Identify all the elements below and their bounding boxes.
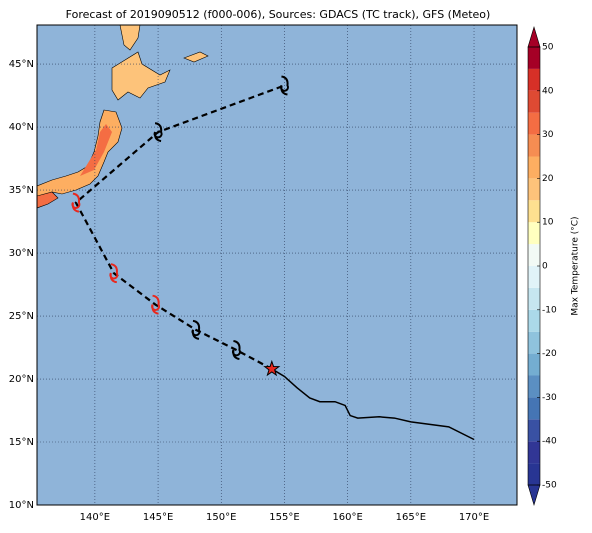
storm-symbol — [151, 294, 161, 315]
colorbar-tick-label: -30 — [542, 393, 557, 403]
y-tick-label: 20°N — [9, 374, 34, 385]
storm-symbol — [109, 263, 119, 284]
x-tick-label: 140°E — [80, 512, 110, 523]
colorbar-band — [528, 397, 540, 420]
colorbar-band — [528, 222, 540, 245]
colorbar-tick-label: 20 — [542, 174, 554, 184]
y-tick-label: 45°N — [9, 59, 34, 70]
colorbar-tick-label: 10 — [542, 218, 554, 228]
forecast-track — [74, 84, 285, 370]
current-position — [263, 359, 281, 377]
storm-symbol — [153, 122, 163, 143]
colorbar-extend-high — [527, 25, 541, 48]
colorbar-band — [528, 287, 540, 310]
x-tick-label: 145°E — [143, 512, 173, 523]
colorbar-band — [528, 200, 540, 223]
tracks — [71, 75, 475, 441]
colorbar-extend-low — [527, 484, 541, 507]
colorbar-band — [528, 353, 540, 376]
map-frame — [36, 24, 518, 506]
sakhalin — [119, 25, 141, 51]
colorbar-band — [528, 244, 540, 266]
y-tick-label: 40°N — [9, 122, 34, 133]
colorbar-band — [528, 463, 540, 485]
colorbar-tick-label: -40 — [542, 437, 557, 447]
colorbar-band — [528, 331, 540, 354]
storm-symbol — [191, 319, 201, 340]
colorbar-band — [528, 68, 540, 91]
colorbar-band — [528, 309, 540, 332]
kuril-islands — [183, 51, 209, 63]
x-tick-label: 155°E — [269, 512, 299, 523]
y-tick-label: 10°N — [9, 500, 34, 511]
colorbar: -50 -40 -30 -20 -10 0 10 20 30 40 50 — [527, 25, 557, 507]
colorbar-band — [528, 156, 540, 179]
colorbar-band — [528, 266, 540, 288]
honshu-interior — [80, 124, 112, 176]
colorbar-tick-label: 0 — [542, 262, 548, 272]
colorbar-band — [528, 47, 540, 69]
kyushu-shikoku — [37, 191, 59, 209]
colorbar-band — [528, 178, 540, 201]
x-tick-label: 150°E — [206, 512, 236, 523]
hokkaido — [111, 51, 171, 101]
map-title: Forecast of 2019090512 (f000-006), Sourc… — [66, 8, 491, 21]
storm-symbol — [231, 340, 241, 361]
colorbar-band — [528, 375, 540, 398]
colorbar-band — [528, 419, 540, 442]
x-tick-label: 170°E — [459, 512, 489, 523]
colorbar-label: Max Temperature (°C) — [571, 216, 581, 315]
colorbar-band — [528, 112, 540, 135]
colorbar-band — [528, 134, 540, 157]
graticule — [37, 25, 517, 505]
storm-symbol — [71, 192, 81, 213]
colorbar-tick-label: -50 — [542, 481, 557, 491]
colorbar-tick-label: 40 — [542, 86, 554, 96]
past-track — [271, 368, 475, 441]
colorbar-band — [528, 90, 540, 113]
y-tick-label: 30°N — [9, 248, 34, 259]
land — [37, 25, 209, 209]
storm-symbol — [279, 75, 289, 96]
y-tick-label: 15°N — [9, 437, 34, 448]
x-tick-label: 165°E — [396, 512, 426, 523]
y-tick-label: 35°N — [9, 185, 34, 196]
colorbar-tick-label: 30 — [542, 130, 554, 140]
colorbar-band — [528, 441, 540, 464]
colorbar-tick-label: -10 — [542, 305, 557, 315]
x-tick-label: 160°E — [332, 512, 362, 523]
colorbar-tick-label: 50 — [542, 43, 554, 53]
colorbar-tick-label: -20 — [542, 349, 557, 359]
y-tick-label: 25°N — [9, 311, 34, 322]
